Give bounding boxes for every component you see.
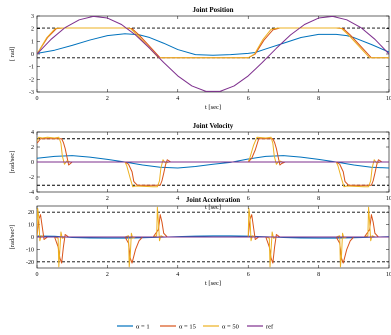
chart-panel-2: Joint Velocity 0 2 4 6 8 10 -4 -2 0 2 4 t [sec] [rad/…: [9, 122, 391, 211]
y-tick-label: -3: [29, 90, 34, 96]
y-tick-label: -1: [29, 65, 34, 71]
x-tick-label: 6: [247, 96, 250, 102]
series-line-ref: [37, 16, 389, 92]
series-line-1: [37, 155, 389, 169]
y-tick-label: 3: [31, 14, 34, 20]
series-line-15: [37, 27, 389, 59]
x-tick-label: 8: [317, 272, 320, 278]
y-tick-label: -4: [29, 190, 34, 196]
x-tick-label: 10: [386, 196, 391, 202]
y-tick-label: 0: [31, 160, 34, 166]
x-tick-label: 2: [106, 96, 109, 102]
legend-label: ref: [266, 324, 274, 331]
x-tick-label: 10: [386, 272, 391, 278]
x-tick-label: 4: [176, 96, 179, 102]
y-tick-label: 2: [31, 145, 34, 151]
legend: α = 1 α = 15 α = 50 ref: [117, 324, 274, 331]
y-tick-label: -10: [26, 247, 34, 253]
x-axis-label: t [sec]: [205, 204, 221, 211]
series-line-1: [37, 235, 389, 239]
x-tick-label: 0: [36, 272, 39, 278]
y-tick-label: 2: [31, 27, 34, 33]
y-tick-label: 4: [31, 130, 34, 136]
chart-title: Joint Acceleration: [186, 196, 240, 204]
y-tick-label: 0: [31, 52, 34, 58]
x-tick-label: 4: [176, 272, 179, 278]
x-tick-label: 0: [36, 96, 39, 102]
chart-title: Joint Position: [192, 6, 233, 14]
x-tick-label: 2: [106, 196, 109, 202]
x-tick-label: 8: [317, 196, 320, 202]
y-tick-label: -2: [29, 77, 34, 83]
x-tick-label: 8: [317, 96, 320, 102]
y-tick-label: 20: [28, 210, 34, 216]
y-tick-label: -2: [29, 175, 34, 181]
legend-label: α = 15: [179, 324, 196, 331]
y-tick-label: 0: [31, 235, 34, 241]
x-tick-label: 2: [106, 272, 109, 278]
y-axis-label: [rad/sec²]: [9, 225, 16, 250]
x-tick-label: 4: [176, 196, 179, 202]
x-tick-label: 6: [247, 272, 250, 278]
y-tick-label: 10: [28, 223, 34, 229]
x-axis-label: t [sec]: [205, 280, 221, 287]
series-line-50: [37, 27, 389, 59]
y-axis-label: [rad/sec]: [9, 151, 16, 174]
x-tick-label: 0: [36, 196, 39, 202]
series-line-15: [37, 214, 389, 264]
x-tick-label: 6: [247, 196, 250, 202]
legend-label: α = 1: [136, 324, 150, 331]
y-tick-label: 1: [31, 39, 34, 45]
y-axis-label: [ rad]: [9, 47, 16, 61]
y-tick-label: -20: [26, 260, 34, 266]
x-axis-label: t [sec]: [205, 104, 221, 111]
chart-title: Joint Velocity: [193, 122, 234, 130]
plot-area: [36, 15, 390, 93]
chart-panel-1: Joint Position 0 2 4 6 8 10 -3 -2 -1 0 1 2 3 t [sec] [ …: [9, 6, 391, 111]
series-line-1: [37, 33, 389, 56]
legend-label: α = 50: [222, 324, 239, 331]
x-tick-label: 10: [386, 96, 391, 102]
